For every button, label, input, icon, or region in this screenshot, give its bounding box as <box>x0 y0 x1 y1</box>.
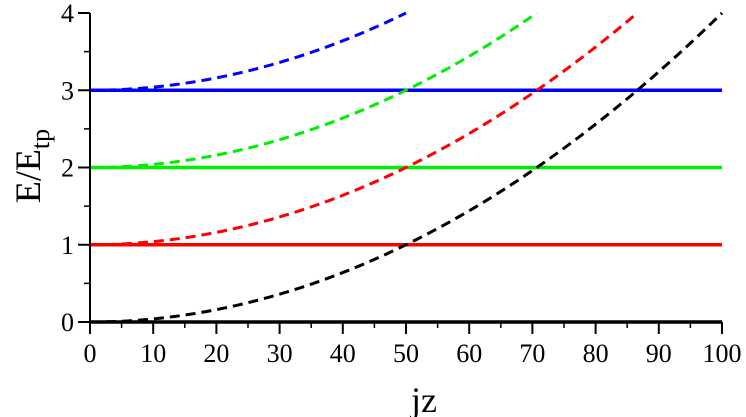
x-tick-label-60: 60 <box>456 339 482 368</box>
y-axis-title-subscript: tp <box>26 129 55 149</box>
axes-layer <box>78 12 723 334</box>
series-line-4 <box>89 11 724 324</box>
x-tick-label-30: 30 <box>267 339 293 368</box>
x-tick-label-0: 0 <box>84 339 97 368</box>
x-tick-label-40: 40 <box>330 339 356 368</box>
x-tick-label-70: 70 <box>519 339 545 368</box>
series-line-6 <box>89 11 538 169</box>
x-tick-label-100: 100 <box>703 339 742 368</box>
y-tick-label-1: 1 <box>61 231 74 260</box>
y-axis-title: E/Etp <box>8 129 55 203</box>
series-line-7 <box>89 11 407 92</box>
labels-layer: 0 10 20 30 40 50 60 70 80 90 100 0 1 2 3 4 <box>61 0 742 368</box>
x-tick-label-50: 50 <box>393 339 419 368</box>
x-tick-label-90: 90 <box>646 339 672 368</box>
y-tick-label-4: 4 <box>61 0 74 28</box>
x-axis-title: jz <box>409 380 437 417</box>
y-tick-label-0: 0 <box>61 308 74 337</box>
x-tick-label-80: 80 <box>583 339 609 368</box>
series-layer <box>89 11 724 324</box>
y-axis-title-main: E/E <box>8 149 48 203</box>
x-tick-label-20: 20 <box>203 339 229 368</box>
x-tick-label-10: 10 <box>140 339 166 368</box>
y-tick-label-3: 3 <box>61 76 74 105</box>
series-line-5 <box>89 11 639 247</box>
y-tick-label-2: 2 <box>61 154 74 183</box>
